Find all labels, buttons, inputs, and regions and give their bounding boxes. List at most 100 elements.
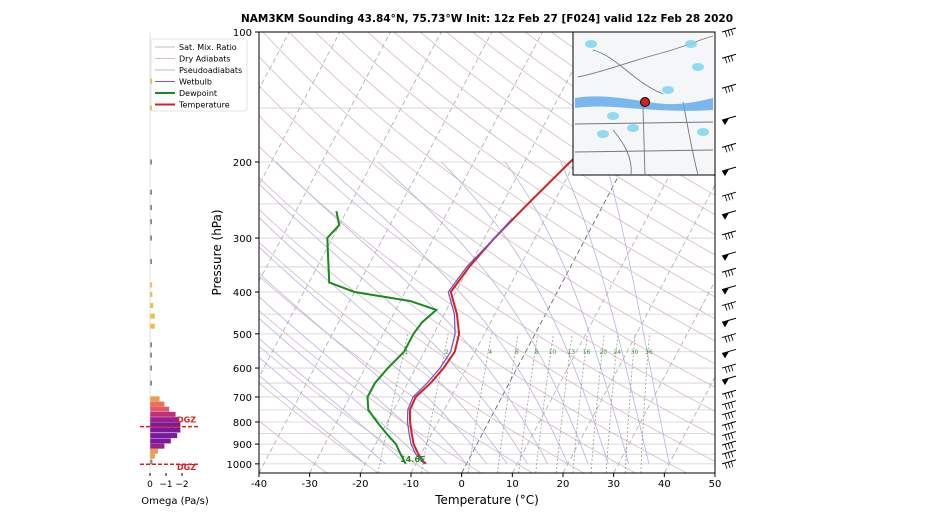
- omega-axis-label: Omega (Pa/s): [141, 496, 209, 507]
- wind-barb-feather: [724, 146, 728, 153]
- wind-barb-staff: [721, 267, 737, 273]
- profile-temperature: [408, 32, 706, 465]
- x-tick-label: 10: [506, 479, 519, 490]
- precip-patch: [597, 130, 609, 138]
- omega-bar: [150, 189, 152, 195]
- isotherm-line: [259, 32, 391, 282]
- wind-barb-feather: [730, 144, 734, 151]
- wind-barb: [721, 251, 737, 261]
- surface-temp-label: 14.6F: [400, 455, 425, 464]
- pseudoadiabat-line: [259, 246, 488, 465]
- location-marker: [640, 97, 650, 107]
- dry-adiabat-line: [367, 32, 715, 277]
- omega-bar: [150, 313, 155, 319]
- wind-barb-staff: [721, 27, 737, 33]
- legend-label: Wetbulb: [179, 78, 212, 87]
- mixing-ratio-line: [535, 333, 554, 473]
- omega-x-tick-label: −2: [175, 480, 188, 490]
- omega-bar: [150, 380, 152, 386]
- isotherm-line: [511, 88, 715, 473]
- wind-barb-feather: [727, 86, 731, 93]
- mixing-ratio-line: [467, 333, 492, 473]
- map-boundary-line: [574, 149, 714, 153]
- wind-barb-staff: [721, 410, 737, 416]
- wind-barb-feather: [724, 233, 728, 241]
- y-tick-label: 800: [233, 418, 252, 429]
- omega-bar: [150, 417, 179, 423]
- pseudoadiabat-line: [259, 183, 528, 465]
- mixing-ratio-line: [496, 333, 519, 473]
- wind-barb-staff: [721, 449, 737, 455]
- wind-barb-feather: [724, 304, 728, 311]
- wind-barb-feather: [724, 87, 728, 94]
- y-tick-label: 500: [233, 330, 252, 341]
- dry-adiabat-line: [393, 32, 715, 256]
- wind-barb-staff: [721, 440, 737, 446]
- pseudoadiabat-line: [259, 337, 406, 465]
- wind-barb: [721, 440, 737, 451]
- dry-adiabat-line: [446, 32, 715, 216]
- wind-barb-staff: [721, 83, 737, 89]
- y-axis-label: Pressure (hPa): [210, 209, 224, 295]
- wind-barb-feather: [730, 334, 734, 341]
- wind-barb: [721, 389, 737, 400]
- omega-x-tick-label: −1: [159, 480, 172, 490]
- dry-adiabat-line: [259, 85, 715, 412]
- mixing-ratio-line: [377, 333, 409, 473]
- omega-bar: [150, 219, 152, 225]
- wind-barb-staff: [721, 230, 737, 236]
- wind-barb-staff: [721, 421, 737, 426]
- isotherm-line: [259, 32, 493, 473]
- pseudoadiabat-line: [605, 161, 670, 464]
- wind-barb-feather: [727, 433, 731, 440]
- pseudoadiabat-line: [259, 296, 447, 465]
- x-axis-label: Temperature (°C): [434, 493, 539, 507]
- dry-adiabat-line: [288, 32, 715, 342]
- mixing-ratio-line: [572, 333, 588, 473]
- wind-barbs: [721, 27, 737, 469]
- dry-adiabat-line: [259, 176, 687, 473]
- omega-bar: [150, 401, 165, 407]
- x-tick-label: 40: [658, 479, 671, 490]
- dry-adiabat-line: [341, 32, 715, 298]
- wind-barb-feather: [730, 302, 734, 309]
- y-tick-label: 400: [233, 288, 252, 299]
- wind-barb-feather: [727, 443, 731, 450]
- wind-barb-feather: [730, 451, 734, 458]
- mixing-ratio-label: 8: [535, 349, 539, 356]
- wind-barb: [721, 421, 737, 431]
- wind-barb-feather: [727, 145, 731, 152]
- isotherm-line: [309, 32, 543, 473]
- wind-barb-feather: [730, 55, 734, 62]
- wind-barb-staff: [721, 301, 737, 307]
- y-tick-label: 1000: [227, 460, 252, 471]
- chart-title: NAM3KM Sounding 43.84°N, 75.73°W Init: 1…: [241, 13, 733, 25]
- wind-barb-feather: [730, 432, 734, 439]
- y-tick-label: 600: [233, 364, 252, 375]
- wind-barb-feather: [724, 453, 728, 460]
- wind-barb: [721, 363, 737, 374]
- wind-barb-feather: [724, 195, 728, 202]
- mixing-ratio-line: [555, 333, 573, 473]
- wind-barb: [721, 142, 737, 153]
- wind-barb-staff: [721, 363, 737, 369]
- wind-barb: [721, 115, 737, 126]
- wind-barb-feather: [724, 424, 728, 431]
- legend-label: Dry Adiabats: [179, 55, 231, 64]
- legend-label: Temperature: [178, 101, 230, 110]
- x-tick-label: -30: [301, 479, 317, 490]
- pseudoadiabat-line: [259, 374, 366, 465]
- pseudoadiabat-line: [259, 356, 386, 465]
- omega-bar: [150, 105, 152, 111]
- legend-label: Sat. Mix. Ratio: [179, 43, 237, 52]
- wind-barb-flag: [722, 212, 729, 220]
- omega-bar: [150, 78, 152, 84]
- dry-adiabat-line: [262, 32, 715, 365]
- omega-bar: [150, 422, 181, 428]
- isotherm-line: [0, 32, 137, 473]
- wind-barb-feather: [730, 28, 734, 36]
- x-tick-label: 30: [607, 479, 620, 490]
- dry-adiabat-line: [420, 32, 715, 236]
- precip-patch: [685, 40, 697, 48]
